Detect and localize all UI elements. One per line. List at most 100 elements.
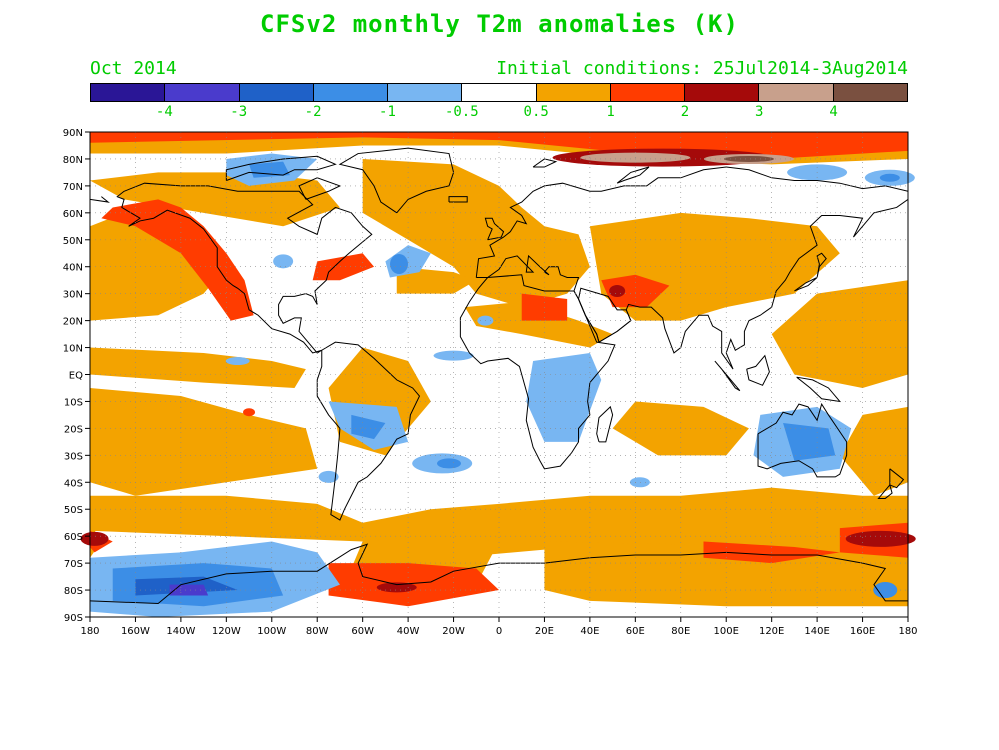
colorbar-tick-label: 0.5 [523,104,549,120]
lat-tick-label: EQ [69,371,83,382]
lat-tick-label: 70S [64,559,83,570]
lon-tick-label: 140W [166,626,195,637]
colorbar-tick-label: -3 [230,104,248,120]
coastline [596,405,614,443]
lon-tick-label: 180 [80,626,99,637]
colorbar-tick-label: 3 [755,104,764,120]
coastline [225,155,337,181]
colorbar-swatch [462,84,537,101]
colorbar-swatch [536,84,611,101]
lon-tick-label: 80E [671,626,690,637]
lat-tick-label: 50S [64,505,83,516]
lat-tick-label: 70N [63,182,83,193]
colorbar-tick-label: -0.5 [444,104,479,120]
lon-tick-label: 20E [535,626,554,637]
warm-anomaly [839,406,908,496]
coastline [316,341,421,521]
lon-tick-label: 160W [121,626,150,637]
colorbar-swatch [91,84,166,101]
colorbar-swatch [833,84,907,101]
lon-tick-label: 60E [626,626,645,637]
colorbar-tick-label: 1 [606,104,615,120]
coastline [796,376,842,403]
colorbar-swatch [165,84,240,101]
warm-anomaly [90,347,306,388]
very-strong-warm-anomaly [80,531,109,546]
coastline [484,217,505,241]
very-strong-warm-anomaly [376,582,417,593]
cold-anomaly [318,470,339,483]
cold-anomaly [351,414,386,440]
lat-tick-label: 40S [64,478,83,489]
coastline [116,182,373,354]
strong-warm-anomaly [101,199,254,321]
warm-anomaly [362,158,590,308]
coastline [616,166,650,184]
lon-tick-label: 140E [804,626,829,637]
coastline [757,402,848,478]
coastlines [90,147,908,605]
lon-tick-label: 100E [714,626,739,637]
cold-anomaly [629,477,650,488]
lon-tick-label: 120E [759,626,784,637]
coastline [338,147,455,214]
lat-tick-label: 10S [64,397,83,408]
colorbar-swatch [759,84,834,101]
colorbar-tick-label: 2 [680,104,690,120]
lat-tick-label: 90N [63,128,83,139]
coastline [475,166,908,278]
coastline [714,360,741,392]
coastline [476,198,908,370]
colorbar-swatch [388,84,463,101]
warm-anomaly [90,387,318,496]
lon-tick-label: 160E [850,626,875,637]
cold-anomaly [879,173,900,182]
coastline [298,177,342,200]
cold-anomaly [273,254,294,269]
lon-tick-label: 40W [397,626,420,637]
cold-anomaly [437,458,462,469]
forecast-month: Oct 2014 [90,58,177,79]
coastline [90,543,908,605]
colorbar-tick-label: -2 [304,104,322,120]
cold-anomaly [225,357,250,366]
lon-tick-label: 40E [580,626,599,637]
warm-anomaly [464,301,613,348]
colorbar-swatch [313,84,389,101]
lon-tick-label: 120W [212,626,241,637]
coastline [746,354,770,386]
coastline [448,196,468,203]
lat-tick-label: 90S [64,613,83,624]
colorbar [90,83,908,102]
lat-tick-label: 60N [63,209,83,220]
cold-anomaly [783,423,836,461]
lat-tick-label: 10N [63,344,83,355]
warm-anomaly [396,266,477,294]
lat-tick-label: 60S [64,532,83,543]
strong-warm-anomaly [243,408,256,417]
lat-tick-label: 20N [63,317,83,328]
lon-tick-label: 20W [442,626,465,637]
lon-tick-label: 60W [351,626,374,637]
cold-anomaly [169,584,209,596]
coastline [459,274,616,470]
lon-tick-label: 80W [306,626,329,637]
warm-anomaly [771,280,908,388]
colorbar-tick-label: 4 [829,104,838,120]
coastline [578,287,632,343]
chart-title: CFSv2 monthly T2m anomalies (K) [260,10,739,38]
coastline [889,468,905,489]
colorbar-swatch [685,84,760,101]
lat-tick-label: 30S [64,451,83,462]
strong-warm-anomaly [601,274,670,308]
lon-tick-label: 100W [257,626,286,637]
lat-tick-label: 30N [63,290,83,301]
very-strong-warm-anomaly [845,530,916,547]
cold-anomaly [526,352,602,442]
lat-tick-label: 80N [63,155,83,166]
initial-conditions: Initial conditions: 25Jul2014-3Aug2014 [496,58,908,79]
warm-anomaly [90,172,340,227]
strong-warm-anomaly [328,563,499,607]
very-strong-warm-anomaly [609,284,626,297]
cold-anomaly [433,350,474,361]
